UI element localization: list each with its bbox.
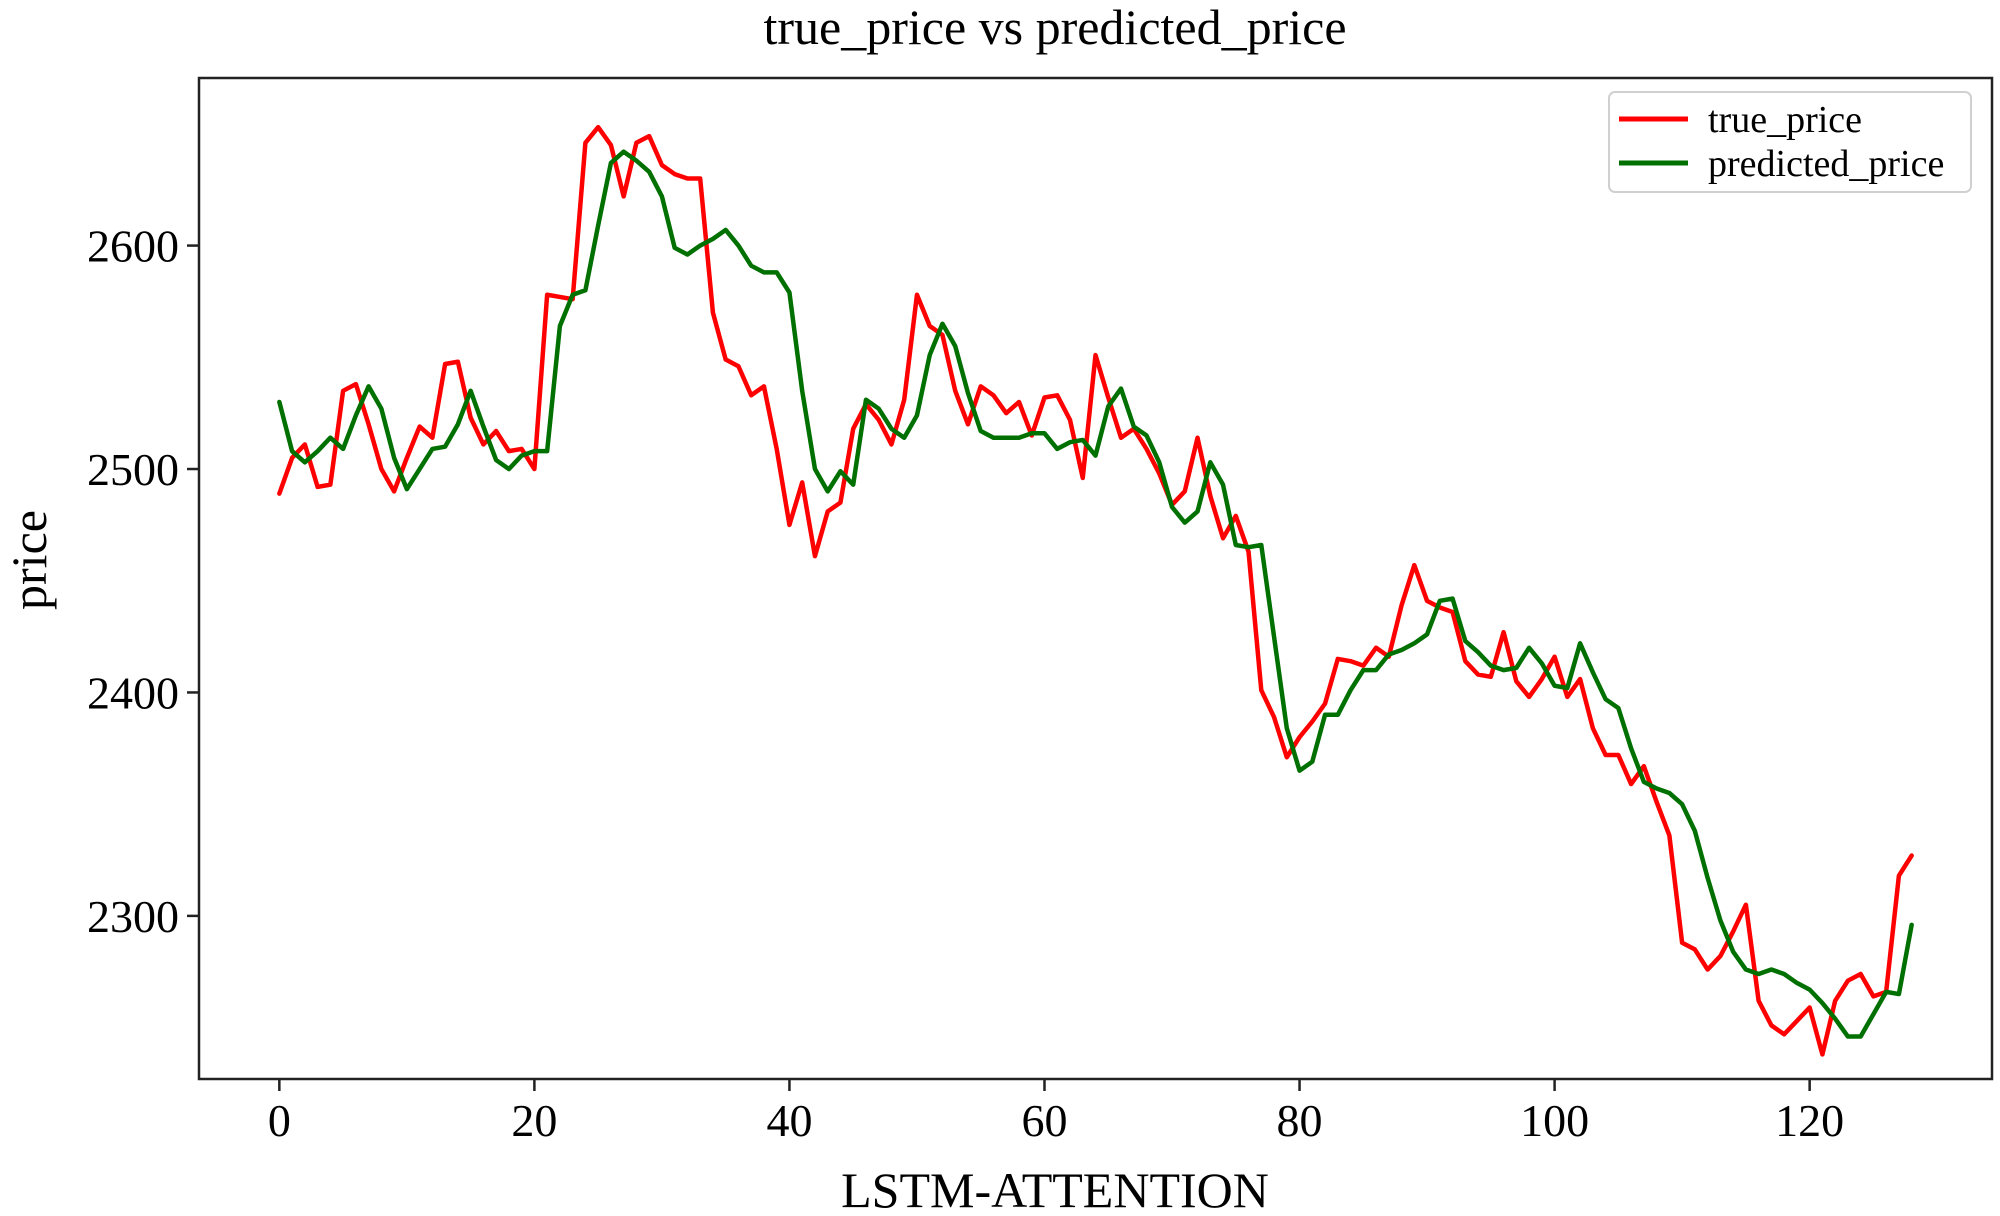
legend-label-true-price: true_price [1708, 99, 1862, 141]
series-line-predicted-price [277, 149, 1914, 1039]
legend: true_price predicted_price [1608, 91, 1972, 193]
x-tick-label: 120 [1775, 1095, 1844, 1146]
plot-area [277, 124, 1914, 1057]
y-tick-label: 2600 [87, 221, 179, 272]
x-tick-label: 20 [511, 1095, 557, 1146]
x-tick-label: 40 [766, 1095, 812, 1146]
y-tick-label: 2400 [87, 667, 179, 718]
y-tick-label: 2300 [87, 891, 179, 942]
x-tick-label: 80 [1277, 1095, 1323, 1146]
y-axis-label: price [1, 510, 57, 610]
x-axis: 0 20 40 60 80 100 120 [268, 1079, 1844, 1146]
x-axis-label: LSTM-ATTENTION [841, 1162, 1269, 1216]
y-axis: 2300 2400 2500 2600 [87, 221, 199, 942]
legend-box [1608, 91, 1972, 193]
chart-title: true_price vs predicted_price [763, 0, 1346, 55]
y-tick-label: 2500 [87, 444, 179, 495]
plot-frame [197, 76, 1994, 1081]
x-tick-label: 100 [1520, 1095, 1589, 1146]
x-tick-label: 60 [1021, 1095, 1067, 1146]
series-line-true-price [277, 124, 1914, 1057]
x-tick-label: 0 [268, 1095, 291, 1146]
legend-label-predicted-price: predicted_price [1708, 143, 1944, 185]
